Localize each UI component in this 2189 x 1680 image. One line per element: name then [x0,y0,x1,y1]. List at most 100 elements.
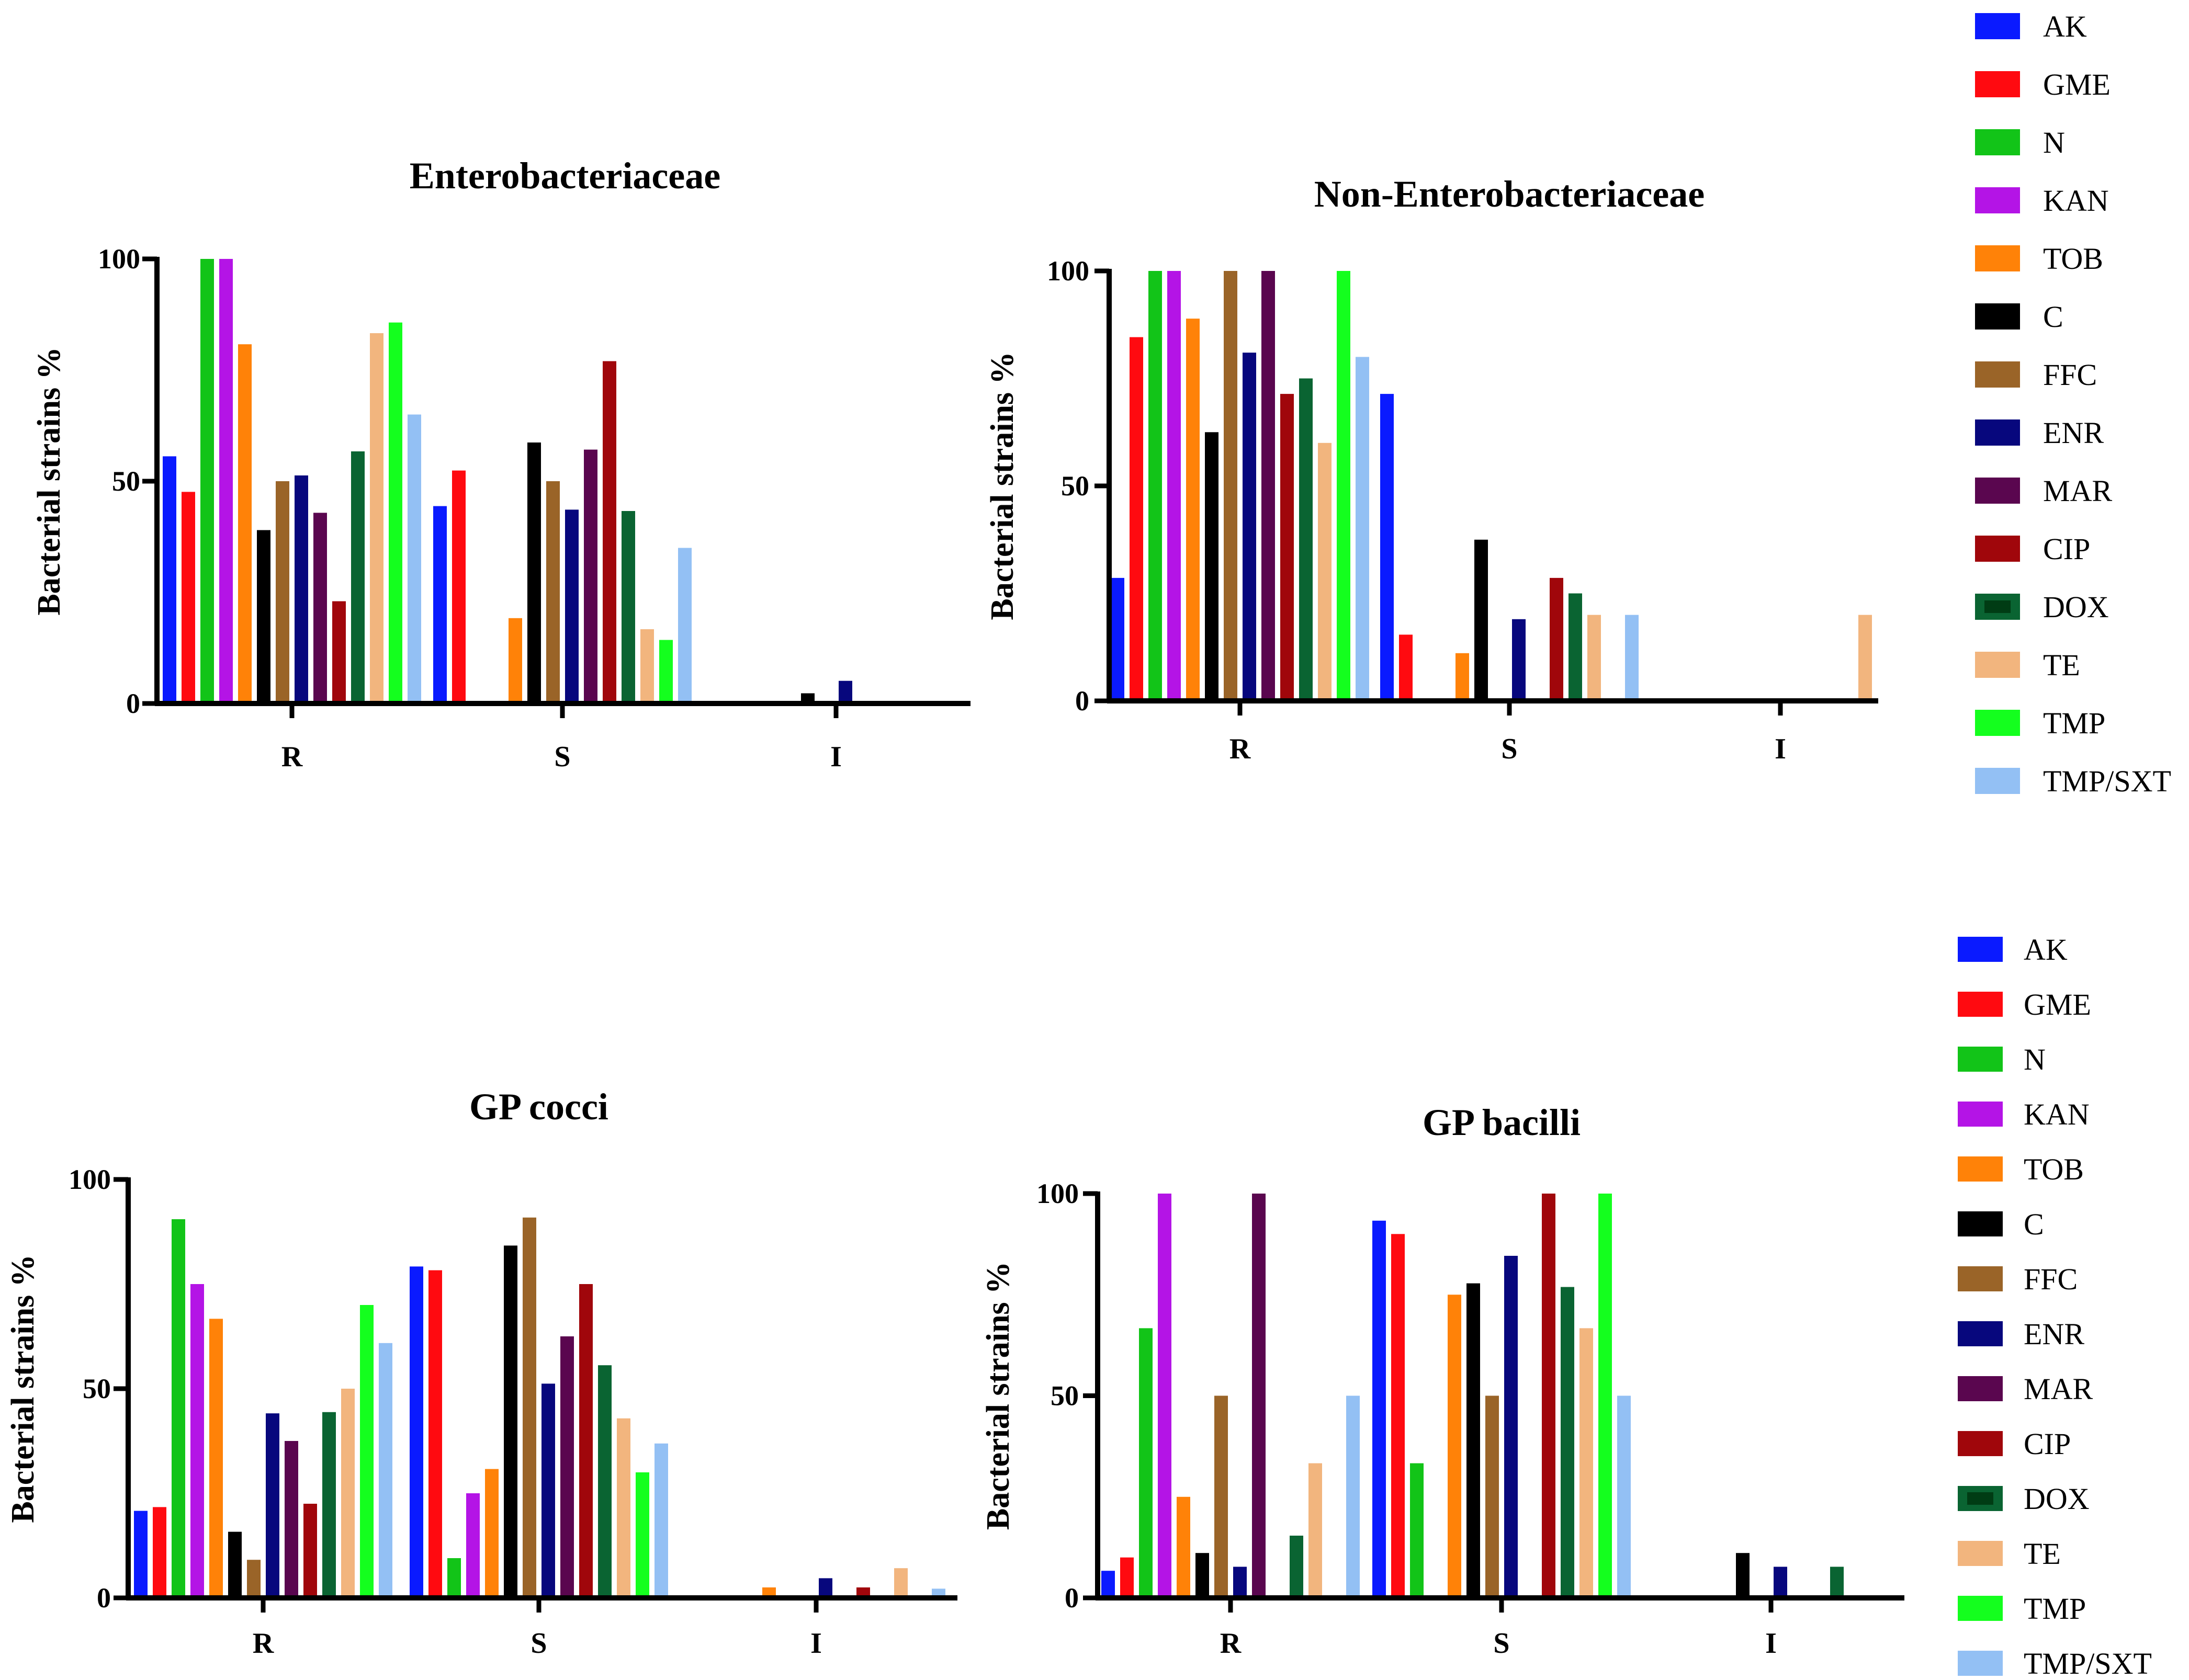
legend-swatch-te [1958,1541,2003,1566]
bar-kan-r [1167,271,1181,701]
bar-te-r [341,1389,355,1598]
bar-tmp-s [659,640,673,703]
bar-enr-s [541,1383,555,1598]
bar-tmp-sxt-r [1346,1395,1360,1598]
legend-swatch-ak [1975,13,2020,39]
chart-title: GP cocci [469,1086,608,1128]
bar-tob-r [1186,319,1200,701]
bar-tmp-sxt-r [1356,357,1369,701]
y-axis-label: Bacterial strains % [5,1254,41,1523]
bar-dox-s [1569,593,1582,701]
bar-tob-r [209,1319,223,1598]
bar-kan-s [466,1493,480,1598]
legend-entry-ak: AK [1975,9,2087,43]
legend-swatch-pattern-dox [1967,1492,1993,1505]
y-tick-label-0: 0 [1065,1582,1079,1614]
legend-entry-tmp-sxt: TMP/SXT [1975,764,2171,798]
legend-label-cip: CIP [2043,532,2090,566]
bar-enr-r [1233,1567,1247,1598]
legend-swatch-n [1958,1047,2003,1072]
legend-label-ak: AK [2024,933,2068,967]
legend-label-dox: DOX [2043,590,2109,624]
bar-n-r [1148,271,1162,701]
bar-tmp-r [360,1305,374,1598]
legend-entry-tmp-sxt: TMP/SXT [1958,1647,2152,1680]
bar-dox-r [351,451,365,703]
legend-swatch-ak [1958,937,2003,962]
bar-tob-s [509,618,522,703]
bar-gme-s [452,470,466,703]
bar-te-i [1858,615,1872,701]
y-tick-label-0: 0 [1075,685,1089,717]
chart-enterobacteriaceae: Enterobacteriaceae Bacterial strains % 0 50… [31,155,971,773]
legend-swatch-kan [1975,187,2020,213]
category-label-r: R [281,741,303,773]
y-tick-label-0: 0 [97,1582,111,1614]
legend-label-tmp: TMP [2043,706,2105,740]
bar-te-r [1318,442,1332,701]
legend-swatch-tmp-sxt [1958,1651,2003,1676]
bar-cip-s [1550,577,1563,701]
legend-entry-te: TE [1975,648,2080,682]
y-tick-label-50: 50 [1061,470,1089,502]
legend-swatch-pattern-dox [1984,600,2011,613]
bar-cip-r [1280,394,1294,701]
bar-ffc-s [1485,1395,1499,1598]
legend-swatch-ffc [1975,361,2020,388]
legend-entry-tob: TOB [1958,1152,2084,1186]
bar-te-s [1587,615,1601,701]
legend-label-te: TE [2043,648,2080,682]
legend-swatch-ffc [1958,1266,2003,1291]
legend-entry-enr: ENR [1975,416,2104,450]
bar-c-r [1195,1553,1209,1598]
bar-tmp-s [1598,1194,1612,1598]
legend-label-cip: CIP [2024,1427,2071,1461]
legend-swatch-tob [1975,245,2020,271]
bar-ak-s [1380,394,1394,701]
category-label-i: I [810,1627,822,1660]
bar-mar-r [285,1441,298,1598]
bar-dox-s [1561,1287,1574,1598]
legend-label-dox: DOX [2024,1482,2090,1516]
bar-ffc-r [1214,1395,1228,1598]
bar-mar-r [1252,1194,1266,1598]
legend-label-mar: MAR [2024,1372,2093,1406]
legend-label-enr: ENR [2043,416,2104,450]
legend-entry-mar: MAR [1975,474,2112,508]
legend-swatch-n [1975,129,2020,155]
bar-tmp-sxt-s [1625,615,1639,701]
bar-enr-s [1504,1256,1518,1598]
legend-swatch-cip [1958,1431,2003,1456]
bar-cip-s [579,1284,593,1598]
legend-label-tob: TOB [2043,242,2103,276]
bar-c-s [1474,539,1488,701]
bar-tmp-r [1337,271,1350,701]
y-tick-label-50: 50 [112,466,140,497]
bar-cip-s [603,361,616,703]
legend-entry-ak: AK [1958,933,2068,967]
bar-c-r [1205,432,1218,701]
bar-enr-r [295,475,308,703]
legend-entry-te: TE [1958,1537,2061,1571]
bar-ffc-r [247,1560,261,1598]
legend-entry-kan: KAN [1975,184,2109,218]
legend-entry-gme: GME [1975,67,2111,101]
bar-tmp-sxt-s [655,1443,668,1598]
bar-gme-r [1120,1557,1134,1598]
bar-enr-s [1512,619,1526,701]
bar-tmp-s [636,1472,649,1598]
category-label-i: I [1765,1627,1777,1660]
y-tick-label-100: 100 [1036,1178,1079,1209]
chart-title: Enterobacteriaceae [410,155,720,197]
bar-mar-r [1261,271,1275,701]
bar-c-r [257,530,270,703]
y-tick-label-50: 50 [1051,1380,1079,1412]
category-label-r: R [253,1627,274,1660]
bar-gme-s [1391,1234,1405,1598]
legend-swatch-enr [1975,419,2020,446]
legend-label-ffc: FFC [2024,1262,2078,1296]
bar-tob-s [1455,653,1469,701]
bar-tmp-sxt-s [1617,1395,1631,1598]
bar-n-r [172,1219,185,1598]
